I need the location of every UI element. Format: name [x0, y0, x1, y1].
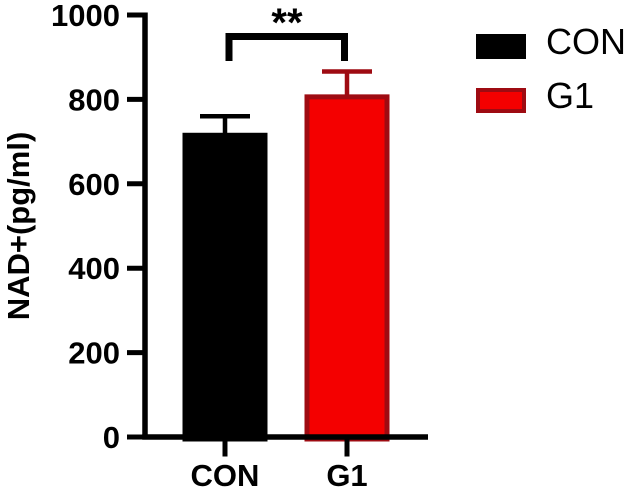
y-tick-label: 400 [68, 251, 120, 286]
y-axis-title: NAD+(pg/ml) [1, 132, 36, 321]
bars-group [182, 69, 390, 442]
y-tick-label: 0 [103, 420, 120, 455]
y-tick-label: 600 [68, 167, 120, 202]
significance-bracket-line [225, 33, 348, 61]
y-tick-label: 200 [68, 336, 120, 371]
legend-label-g1: G1 [546, 75, 594, 116]
legend-swatch-g1 [476, 88, 526, 113]
y-tick-label: 800 [68, 82, 120, 117]
legend-swatch-con [476, 34, 526, 59]
significance-asterisks: ** [271, 1, 303, 45]
bar-group-g1 [304, 69, 390, 442]
bar-con [182, 132, 268, 442]
x-tick-label: G1 [326, 458, 367, 493]
significance-bracket: ** [225, 1, 348, 61]
y-axis-ticks: 0 200 400 600 800 1000 [51, 0, 145, 455]
x-tick-label: CON [191, 458, 260, 493]
x-axis-ticks: CON G1 [191, 439, 368, 493]
bar-g1 [304, 94, 390, 442]
legend-label-con: CON [546, 21, 626, 62]
legend: CON G1 [476, 21, 626, 116]
y-tick-label: 1000 [51, 0, 120, 33]
bar-group-con [182, 114, 268, 442]
